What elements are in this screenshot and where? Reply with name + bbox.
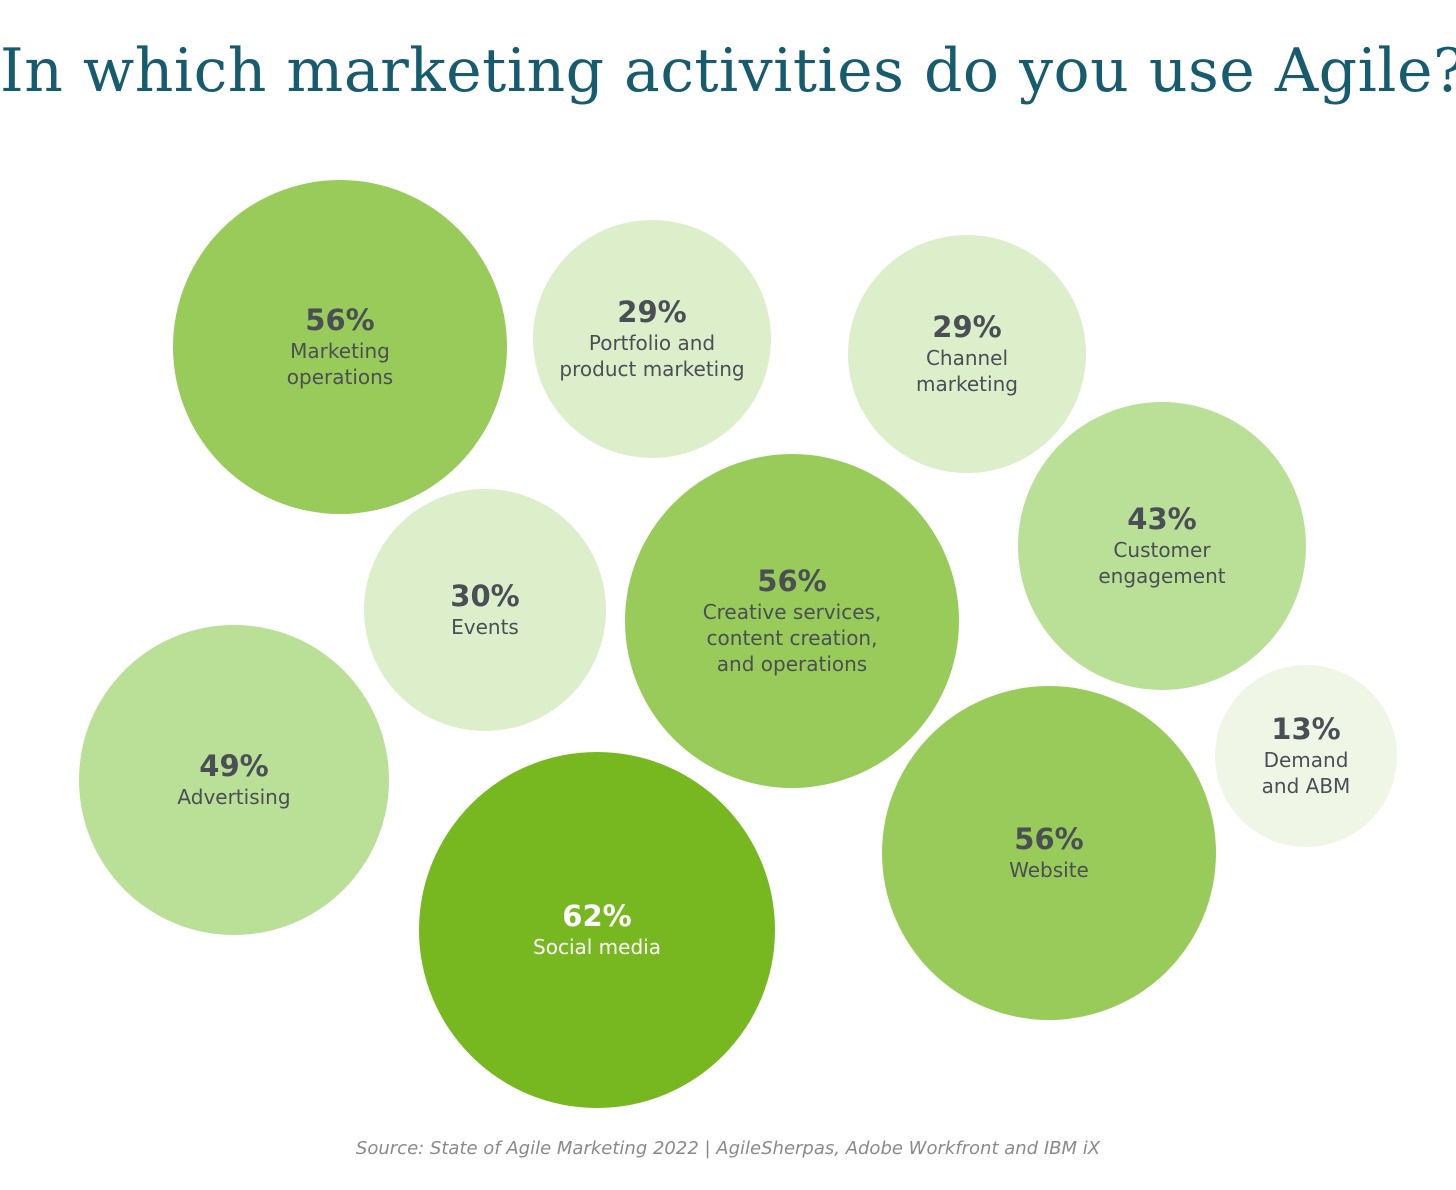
bubble-category-label: Social media — [533, 935, 661, 959]
bubble: 49%Advertising — [79, 625, 389, 935]
bubble-category-label: and operations — [717, 652, 867, 676]
bubble-category-label: Customer — [1113, 538, 1211, 562]
bubble: 62%Social media — [419, 752, 775, 1108]
bubble-value-label: 13% — [1271, 712, 1340, 746]
bubble-category-label: Creative services, — [703, 600, 882, 624]
bubble-category-label: Events — [451, 615, 519, 639]
bubble-circle — [882, 686, 1216, 1020]
bubble: 56%Website — [882, 686, 1216, 1020]
bubble-category-label: Advertising — [177, 785, 290, 809]
bubble-category-label: Marketing — [290, 339, 390, 363]
bubble-category-label: Portfolio and — [589, 331, 715, 355]
bubble-circle — [533, 220, 771, 458]
bubble-category-label: content creation, — [707, 626, 878, 650]
bubble-value-label: 56% — [1014, 822, 1083, 856]
bubble-circle — [79, 625, 389, 935]
bubble-category-label: marketing — [916, 372, 1018, 396]
bubble-category-label: product marketing — [559, 357, 744, 381]
bubble-circle — [364, 489, 606, 731]
bubble-category-label: Demand — [1264, 748, 1349, 772]
bubble-circle — [625, 454, 959, 788]
bubble-circle — [1018, 402, 1306, 690]
bubble-circle — [173, 180, 507, 514]
bubble-value-label: 56% — [305, 303, 374, 337]
bubble-circle — [848, 235, 1086, 473]
bubble-circle — [1215, 665, 1397, 847]
bubble-category-label: Channel — [926, 346, 1008, 370]
bubble-circle — [419, 752, 775, 1108]
bubble-category-label: and ABM — [1262, 774, 1351, 798]
bubble-category-label: engagement — [1098, 564, 1225, 588]
bubble-value-label: 43% — [1127, 502, 1196, 536]
chart-title: In which marketing activities do you use… — [0, 36, 1456, 106]
bubble-category-label: operations — [287, 365, 393, 389]
bubble-value-label: 29% — [617, 295, 686, 329]
bubble-value-label: 56% — [757, 564, 826, 598]
bubble-value-label: 29% — [932, 310, 1001, 344]
bubble-value-label: 62% — [562, 899, 631, 933]
source-note: Source: State of Agile Marketing 2022 | … — [355, 1138, 1101, 1159]
bubble: 56%Creative services,content creation,an… — [625, 454, 959, 788]
bubble: 30%Events — [364, 489, 606, 731]
bubble-category-label: Website — [1009, 858, 1089, 882]
bubble-value-label: 49% — [199, 749, 268, 783]
bubble-value-label: 30% — [450, 579, 519, 613]
